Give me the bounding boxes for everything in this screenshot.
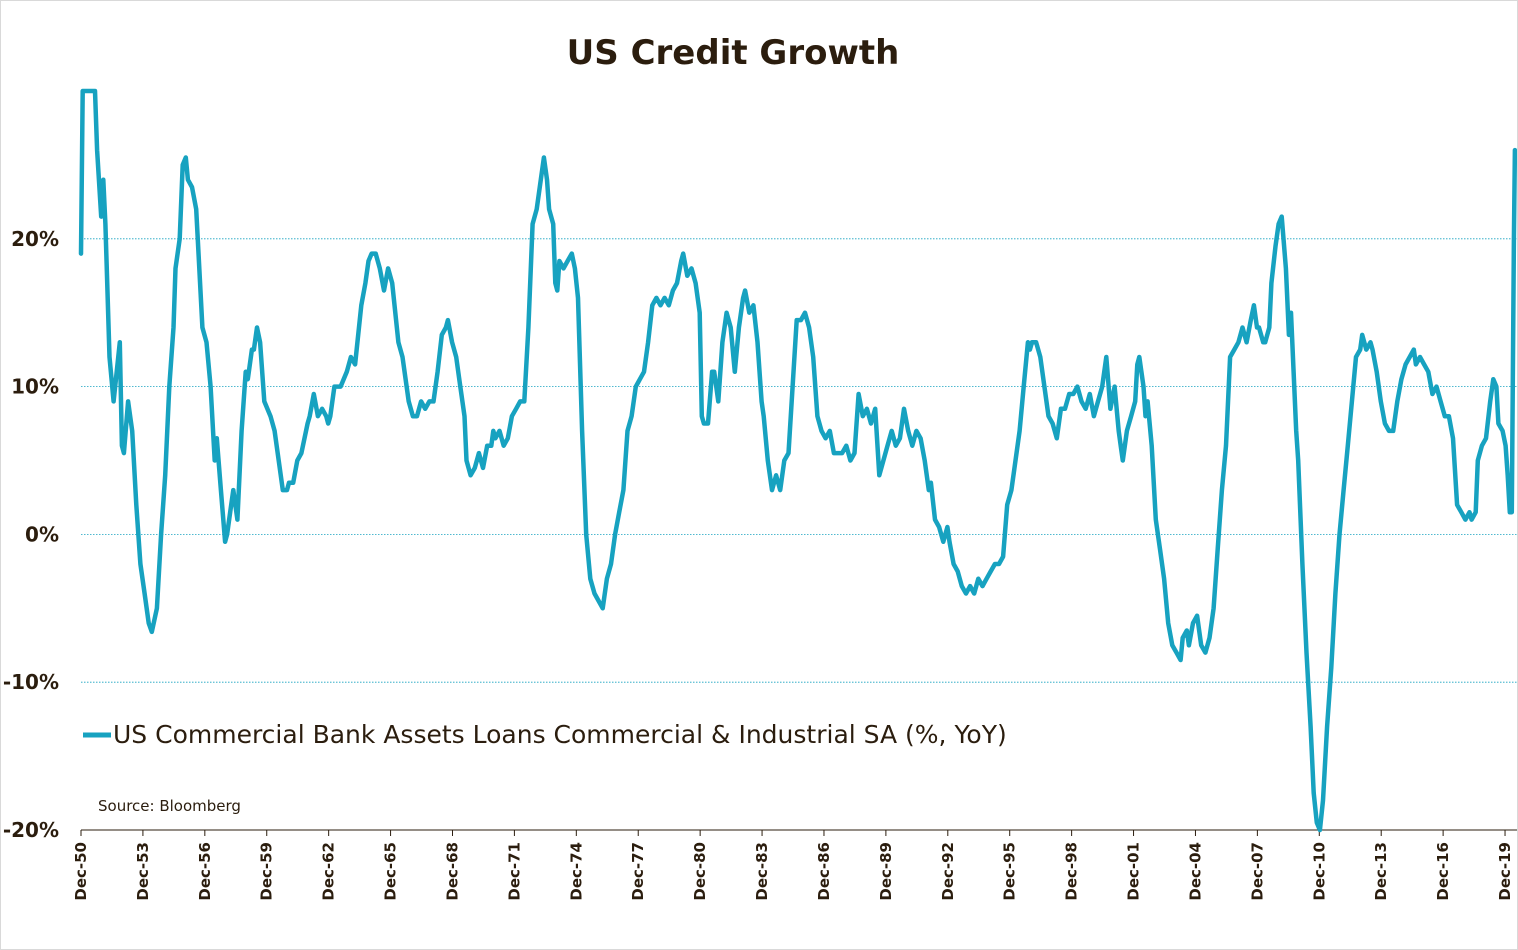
x-tick-label: Dec-13	[1372, 842, 1390, 901]
source-note: Source: Bloomberg	[98, 797, 241, 815]
x-tick-label: Dec-59	[258, 842, 276, 901]
x-tick-label: Dec-71	[505, 842, 523, 901]
x-tick-label: Dec-95	[1001, 842, 1019, 901]
x-tick-label: Dec-10	[1310, 842, 1328, 901]
x-tick-label: Dec-92	[939, 842, 957, 901]
x-tick-label: Dec-50	[72, 842, 90, 901]
series-line	[78, 88, 1517, 833]
x-tick-label: Dec-80	[691, 842, 709, 901]
legend: US Commercial Bank Assets Loans Commerci…	[83, 720, 1007, 749]
chart-title: US Credit Growth	[567, 33, 900, 73]
x-tick-label: Dec-89	[877, 842, 895, 901]
y-tick-label: 20%	[11, 227, 59, 251]
y-axis-ticks: -20% -10% 0% 10% 20%	[3, 227, 59, 842]
x-tick-label: Dec-07	[1248, 842, 1266, 901]
x-tick-label: Dec-19	[1496, 842, 1514, 901]
y-tick-label: -20%	[3, 818, 59, 842]
x-tick-label: Dec-65	[382, 842, 400, 901]
y-tick-label: -10%	[3, 670, 59, 694]
x-tick-label: Dec-86	[815, 842, 833, 901]
x-tick-label: Dec-56	[196, 842, 214, 901]
x-tick-label: Dec-83	[753, 842, 771, 901]
x-tick-label: Dec-16	[1434, 842, 1452, 901]
y-tick-label: 10%	[11, 375, 59, 399]
x-axis-ticks: Dec-50 Dec-53 Dec-56 Dec-59 Dec-62 Dec-65 Dec-…	[72, 830, 1514, 901]
legend-label: US Commercial Bank Assets Loans Commerci…	[113, 720, 1007, 749]
x-tick-label: Dec-77	[629, 842, 647, 901]
x-tick-label: Dec-74	[567, 842, 585, 901]
x-tick-label: Dec-53	[134, 842, 152, 901]
y-tick-label: 0%	[25, 522, 59, 546]
x-tick-label: Dec-01	[1125, 842, 1143, 901]
x-tick-label: Dec-98	[1063, 842, 1081, 901]
gridlines	[81, 238, 1517, 683]
x-tick-label: Dec-62	[320, 842, 338, 901]
x-tick-label: Dec-68	[443, 842, 461, 901]
x-tick-label: Dec-04	[1186, 842, 1204, 901]
series-layer	[78, 88, 1517, 833]
